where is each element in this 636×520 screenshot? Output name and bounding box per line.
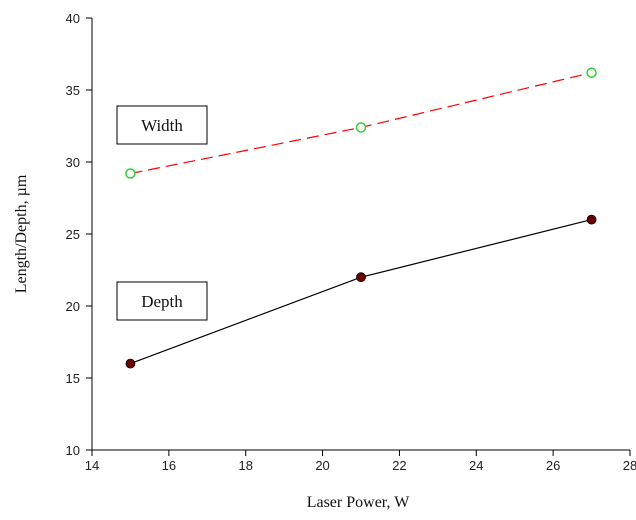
x-tick-label: 18 — [238, 458, 252, 473]
y-tick-label: 35 — [66, 83, 80, 98]
y-tick-label: 15 — [66, 371, 80, 386]
y-tick-label: 25 — [66, 227, 80, 242]
x-tick-label: 28 — [623, 458, 636, 473]
depth-point — [586, 214, 597, 225]
width-label-box: Width — [116, 105, 208, 145]
x-tick-label: 14 — [85, 458, 99, 473]
y-tick-label: 40 — [66, 11, 80, 26]
x-tick-label: 26 — [546, 458, 560, 473]
depth-label-box: Depth — [116, 281, 208, 321]
axes — [91, 18, 630, 451]
width-label: Width — [141, 116, 183, 135]
x-tick-label: 22 — [392, 458, 406, 473]
y-axis-title: Length/Depth, µm — [13, 174, 30, 293]
x-tick-label: 20 — [315, 458, 329, 473]
depth-label: Depth — [141, 292, 183, 311]
y-tick-label: 30 — [66, 155, 80, 170]
width-point — [125, 168, 136, 179]
depth-point — [356, 272, 366, 283]
width-point — [355, 122, 367, 133]
x-axis-title: Laser Power, W — [307, 494, 410, 511]
ticks: 14 16 18 20 22 24 26 28 10 15 20 25 30 35 40 — [66, 11, 636, 473]
x-tick-label: 16 — [162, 458, 176, 473]
depth-point — [125, 358, 136, 369]
series-markers — [125, 67, 597, 369]
width-point — [586, 67, 597, 78]
x-tick-label: 24 — [469, 458, 483, 473]
y-tick-label: 10 — [66, 443, 80, 458]
y-tick-label: 20 — [66, 299, 80, 314]
